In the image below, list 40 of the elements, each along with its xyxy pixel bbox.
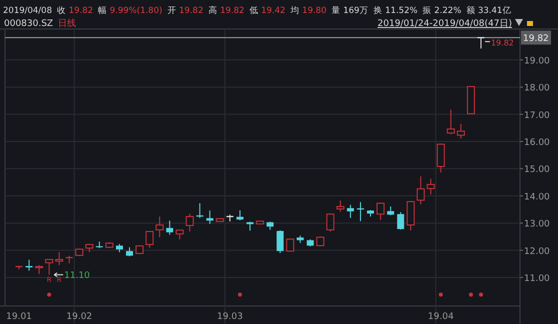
candlestick xyxy=(456,123,465,139)
candlestick xyxy=(26,259,33,272)
candlestick xyxy=(406,200,415,231)
candlestick xyxy=(146,230,154,248)
candlestick xyxy=(416,176,425,205)
ytick: 16.00 xyxy=(524,138,550,148)
code: 000830.SZ xyxy=(4,19,54,29)
candlestick xyxy=(55,252,64,266)
candlestick xyxy=(156,216,164,238)
range: 2019/01/24-2019/04/08(47日) xyxy=(378,19,512,29)
ytick: 13.00 xyxy=(524,220,550,230)
candlestick xyxy=(346,204,354,218)
xtick: 19.03 xyxy=(217,312,243,322)
low-label: 11.10 xyxy=(64,271,90,282)
header: 2019/04/08 收 19.82 幅 9.99%(1.80) 开 19.82 高 19.82 低 19.42 均 19.80 量 169万 换 11.52% 振 2.22% 额 33.41亿 xyxy=(3,6,512,16)
candlestick xyxy=(176,229,184,240)
candlestick xyxy=(236,210,244,221)
candlestick xyxy=(166,220,174,236)
candlestick xyxy=(336,200,344,212)
xtick: 19.01 xyxy=(6,312,32,322)
xtick: 19.04 xyxy=(428,312,454,322)
high-label: 19.82 xyxy=(490,38,514,48)
ref-label: 19.82 xyxy=(523,34,549,44)
candlestick xyxy=(186,213,194,232)
ytick: 12.00 xyxy=(524,246,550,257)
candlestick xyxy=(436,143,445,173)
ytick: 15.00 xyxy=(524,165,550,176)
candlestick xyxy=(206,210,214,224)
ytick: 17.00 xyxy=(524,110,550,121)
candlestick xyxy=(446,109,455,135)
ytick: 18.00 xyxy=(524,84,550,94)
candlestick xyxy=(45,258,54,276)
period: 日线 xyxy=(58,19,76,29)
ytick: 14.00 xyxy=(524,192,550,202)
ytick: 19.00 xyxy=(524,56,550,66)
candlestick xyxy=(426,178,435,196)
xtick: 19.02 xyxy=(66,312,92,322)
candlestick xyxy=(376,202,385,220)
ytick: 11.00 xyxy=(524,274,550,284)
candlestick xyxy=(397,212,404,230)
